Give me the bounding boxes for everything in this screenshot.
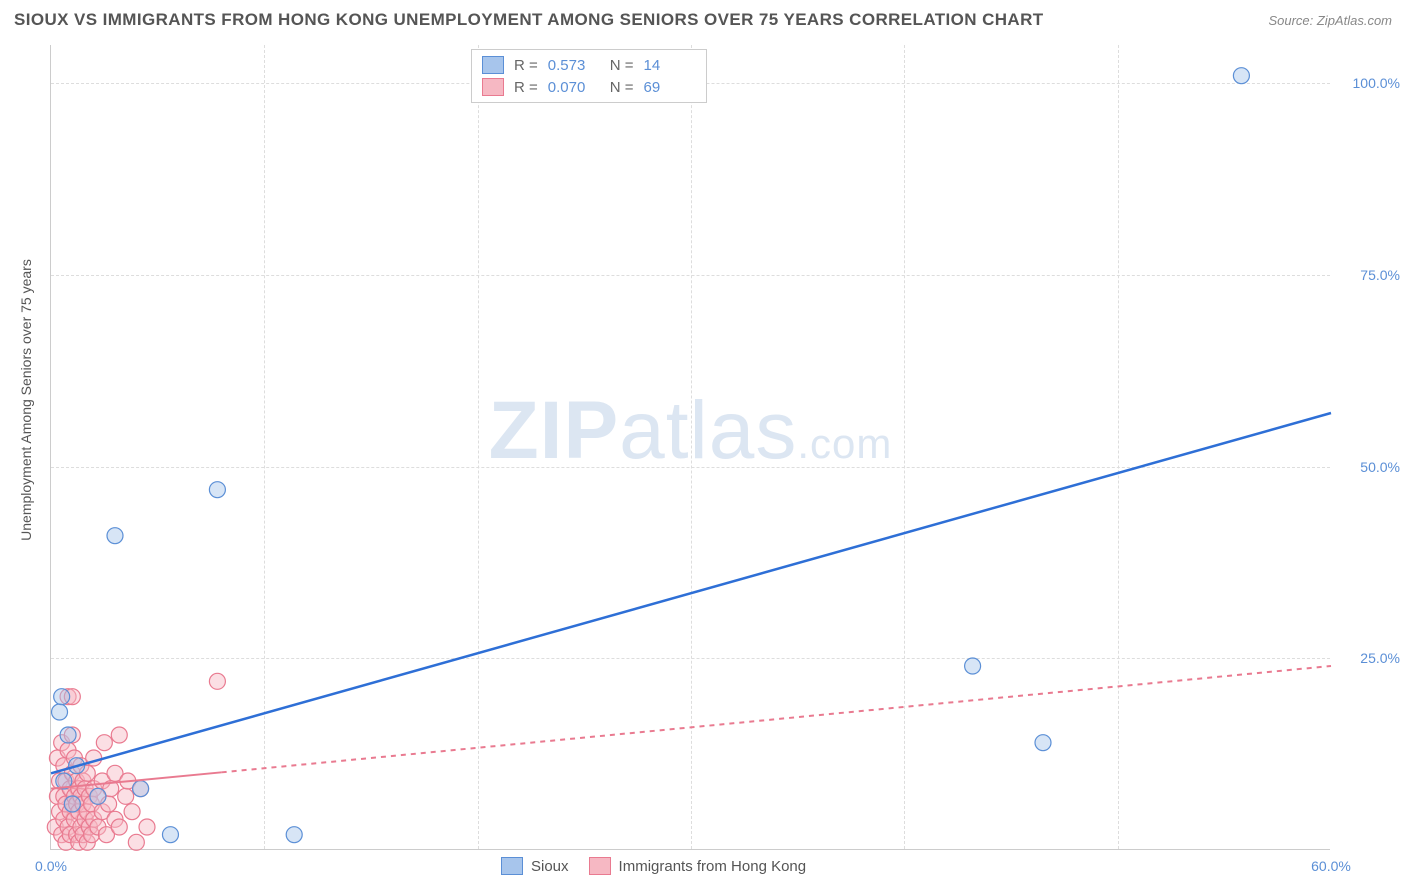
- data-point: [139, 819, 155, 835]
- y-tick-label: 50.0%: [1340, 459, 1400, 475]
- data-point: [128, 834, 144, 850]
- data-point: [124, 804, 140, 820]
- data-point: [111, 727, 127, 743]
- swatch-hk-icon: [589, 857, 611, 875]
- r-label: R =: [514, 79, 538, 96]
- data-point: [54, 689, 70, 705]
- data-point: [286, 827, 302, 843]
- y-tick-label: 25.0%: [1340, 650, 1400, 666]
- data-point: [118, 788, 134, 804]
- data-point: [1035, 735, 1051, 751]
- y-tick-label: 100.0%: [1340, 75, 1400, 91]
- r-value-sioux: 0.573: [548, 57, 600, 74]
- legend-row-sioux: R = 0.573 N = 14: [482, 54, 696, 76]
- data-point: [107, 528, 123, 544]
- r-label: R =: [514, 57, 538, 74]
- data-point: [90, 788, 106, 804]
- chart-title: SIOUX VS IMMIGRANTS FROM HONG KONG UNEMP…: [14, 10, 1044, 30]
- data-point: [96, 735, 112, 751]
- data-point: [52, 704, 68, 720]
- chart-source: Source: ZipAtlas.com: [1268, 13, 1392, 28]
- swatch-sioux-icon: [501, 857, 523, 875]
- n-label: N =: [610, 57, 634, 74]
- legend-label-hk: Immigrants from Hong Kong: [619, 858, 807, 875]
- y-tick-label: 75.0%: [1340, 267, 1400, 283]
- legend-item-sioux: Sioux: [501, 857, 569, 875]
- swatch-sioux: [482, 56, 504, 74]
- legend-item-hk: Immigrants from Hong Kong: [589, 857, 807, 875]
- chart-header: SIOUX VS IMMIGRANTS FROM HONG KONG UNEMP…: [14, 10, 1392, 30]
- data-point: [209, 673, 225, 689]
- n-value-hk: 69: [644, 79, 696, 96]
- n-value-sioux: 14: [644, 57, 696, 74]
- y-axis-title: Unemployment Among Seniors over 75 years: [18, 259, 34, 541]
- legend-label-sioux: Sioux: [531, 858, 569, 875]
- x-tick-label: 60.0%: [1311, 858, 1351, 874]
- legend-series: Sioux Immigrants from Hong Kong: [501, 857, 806, 875]
- data-point: [162, 827, 178, 843]
- data-point: [60, 727, 76, 743]
- scatter-svg: [51, 45, 1330, 849]
- data-point: [111, 819, 127, 835]
- data-point: [965, 658, 981, 674]
- data-point: [1233, 68, 1249, 84]
- trend-line-dashed: [222, 666, 1331, 772]
- data-point: [133, 781, 149, 797]
- data-point: [64, 796, 80, 812]
- r-value-hk: 0.070: [548, 79, 600, 96]
- legend-correlation-stats: R = 0.573 N = 14 R = 0.070 N = 69: [471, 49, 707, 103]
- trend-line: [51, 413, 1331, 773]
- swatch-hk: [482, 78, 504, 96]
- data-point: [209, 482, 225, 498]
- chart-plot-area: ZIPatlas.com 25.0%50.0%75.0%100.0%0.0%60…: [50, 45, 1330, 850]
- x-tick-label: 0.0%: [35, 858, 67, 874]
- n-label: N =: [610, 79, 634, 96]
- legend-row-hk: R = 0.070 N = 69: [482, 76, 696, 98]
